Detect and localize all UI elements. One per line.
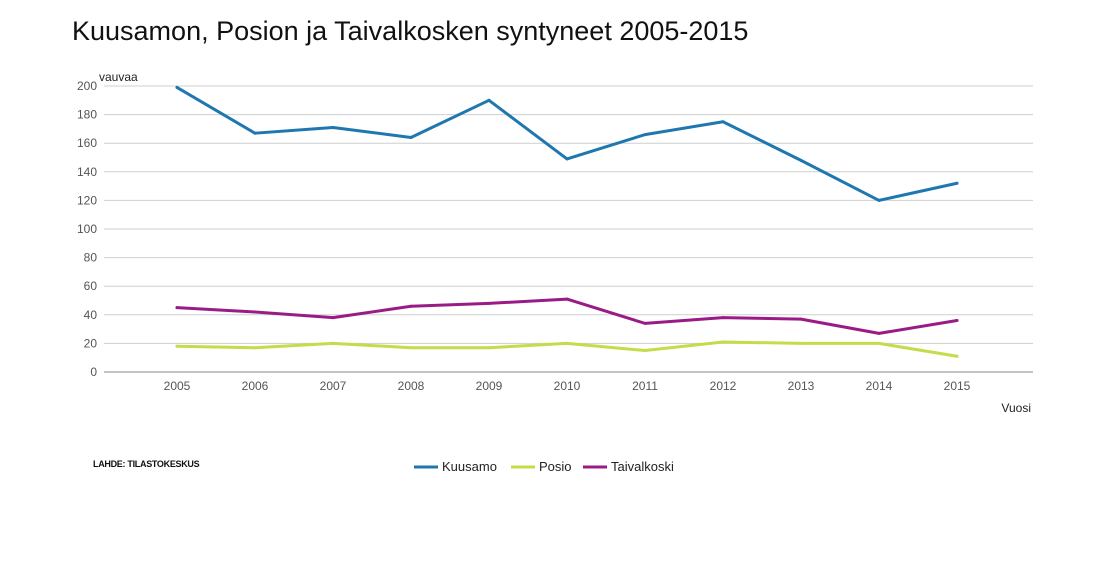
x-tick-label: 2005	[164, 379, 191, 393]
y-tick-label: 140	[77, 165, 97, 179]
data-point-taivalkoski	[253, 310, 257, 314]
data-point-kuusamo	[877, 198, 881, 202]
data-point-taivalkoski	[565, 297, 569, 301]
data-point-posio	[799, 341, 803, 345]
data-point-kuusamo	[409, 135, 413, 139]
data-point-kuusamo	[565, 157, 569, 161]
data-point-taivalkoski	[643, 321, 647, 325]
y-tick-label: 20	[84, 336, 98, 350]
x-tick-label: 2006	[242, 379, 269, 393]
x-tick-label: 2014	[866, 379, 893, 393]
data-point-taivalkoski	[877, 331, 881, 335]
data-point-kuusamo	[331, 125, 335, 129]
y-tick-labels: 0 20 40 60 80 100 120 140 160 180 200	[77, 79, 97, 379]
series-lines	[175, 85, 959, 358]
y-tick-label: 120	[77, 193, 97, 207]
x-tick-labels: 2005 2006 2007 2008 2009 2010 2011 2012 2013 2014…	[164, 379, 971, 393]
data-point-posio	[487, 346, 491, 350]
source-note: LAHDE: TILASTOKESKUS	[93, 459, 200, 469]
data-point-posio	[253, 346, 257, 350]
data-point-taivalkoski	[955, 319, 959, 323]
x-tick-label: 2011	[632, 379, 658, 393]
data-point-kuusamo	[721, 120, 725, 124]
data-point-posio	[643, 349, 647, 353]
data-point-posio	[955, 354, 959, 358]
y-tick-label: 200	[77, 79, 97, 93]
data-point-posio	[877, 341, 881, 345]
y-tick-label: 60	[84, 279, 98, 293]
x-axis-label: Vuosi	[1001, 401, 1031, 415]
data-point-posio	[331, 341, 335, 345]
chart-title: Kuusamon, Posion ja Taivalkosken syntyne…	[72, 16, 749, 46]
x-tick-label: 2008	[398, 379, 425, 393]
series-line-taivalkoski	[175, 297, 959, 335]
data-point-kuusamo	[643, 133, 647, 137]
data-point-taivalkoski	[799, 317, 803, 321]
x-tick-label: 2015	[944, 379, 971, 393]
legend-label-posio: Posio	[539, 459, 572, 474]
data-point-kuusamo	[799, 158, 803, 162]
legend-label-kuusamo: Kuusamo	[442, 459, 497, 474]
x-tick-label: 2012	[710, 379, 737, 393]
data-point-taivalkoski	[175, 306, 179, 310]
x-tick-label: 2007	[320, 379, 347, 393]
data-point-kuusamo	[253, 131, 257, 135]
data-point-taivalkoski	[487, 301, 491, 305]
x-tick-label: 2010	[554, 379, 581, 393]
data-point-taivalkoski	[409, 304, 413, 308]
data-point-kuusamo	[175, 85, 179, 89]
gridlines	[104, 85, 1033, 373]
data-point-posio	[565, 341, 569, 345]
y-tick-label: 40	[84, 308, 98, 322]
data-point-posio	[175, 344, 179, 348]
legend: Kuusamo Posio Taivalkoski	[414, 459, 674, 474]
legend-label-taivalkoski: Taivalkoski	[611, 459, 674, 474]
data-point-taivalkoski	[331, 316, 335, 320]
data-point-posio	[409, 346, 413, 350]
y-tick-label: 180	[77, 108, 97, 122]
y-tick-label: 160	[77, 136, 97, 150]
data-point-taivalkoski	[721, 316, 725, 320]
y-tick-label: 0	[90, 365, 97, 379]
data-point-posio	[721, 340, 725, 344]
data-point-kuusamo	[955, 181, 959, 185]
y-axis-label: vauvaa	[99, 70, 138, 84]
x-tick-label: 2009	[476, 379, 503, 393]
y-tick-label: 80	[84, 251, 98, 265]
data-point-kuusamo	[487, 98, 491, 102]
series-line-kuusamo	[175, 85, 959, 202]
x-tick-label: 2013	[788, 379, 815, 393]
y-tick-label: 100	[77, 222, 97, 236]
